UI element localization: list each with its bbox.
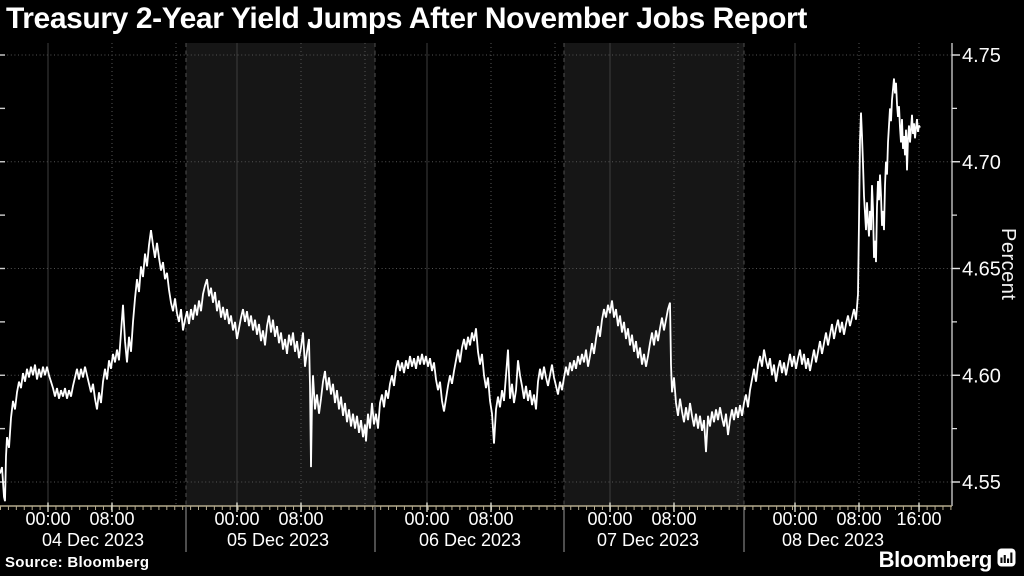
bloomberg-brand: Bloomberg — [879, 547, 1016, 573]
date-label: 05 Dec 2023 — [227, 530, 329, 550]
chart-title: Treasury 2-Year Yield Jumps After Novemb… — [6, 2, 807, 35]
day-band — [744, 43, 952, 506]
day-band — [564, 43, 744, 506]
day-band — [375, 43, 564, 506]
date-label: 06 Dec 2023 — [419, 530, 521, 550]
day-band — [186, 43, 375, 506]
yield-line — [0, 78, 921, 502]
time-tick-label: 08:00 — [89, 509, 134, 529]
y-tick-label: 4.65 — [962, 259, 1001, 281]
date-label: 04 Dec 2023 — [42, 530, 144, 550]
time-tick-label: 00:00 — [772, 509, 817, 529]
time-tick-label: 00:00 — [587, 509, 632, 529]
time-tick-label: 08:00 — [468, 509, 513, 529]
time-tick-label: 00:00 — [25, 509, 70, 529]
bloomberg-chart-app-icon — [997, 548, 1016, 572]
y-tick-label: 4.75 — [962, 45, 1001, 67]
time-tick-label: 00:00 — [214, 509, 259, 529]
y-tick-label: 4.55 — [962, 472, 1001, 494]
y-tick-label: 4.60 — [962, 365, 1001, 387]
y-axis-title: Percent — [997, 228, 1019, 301]
date-label: 07 Dec 2023 — [597, 530, 699, 550]
time-tick-label: 16:00 — [896, 509, 941, 529]
bloomberg-wordmark: Bloomberg — [878, 547, 993, 572]
day-band — [0, 43, 186, 506]
y-tick-label: 4.70 — [962, 152, 1001, 174]
time-tick-label: 08:00 — [278, 509, 323, 529]
time-tick-label: 00:00 — [404, 509, 449, 529]
source-credit: Source: Bloomberg — [5, 554, 150, 571]
time-tick-label: 08:00 — [836, 509, 881, 529]
time-tick-label: 08:00 — [651, 509, 696, 529]
date-label: 08 Dec 2023 — [782, 530, 884, 550]
